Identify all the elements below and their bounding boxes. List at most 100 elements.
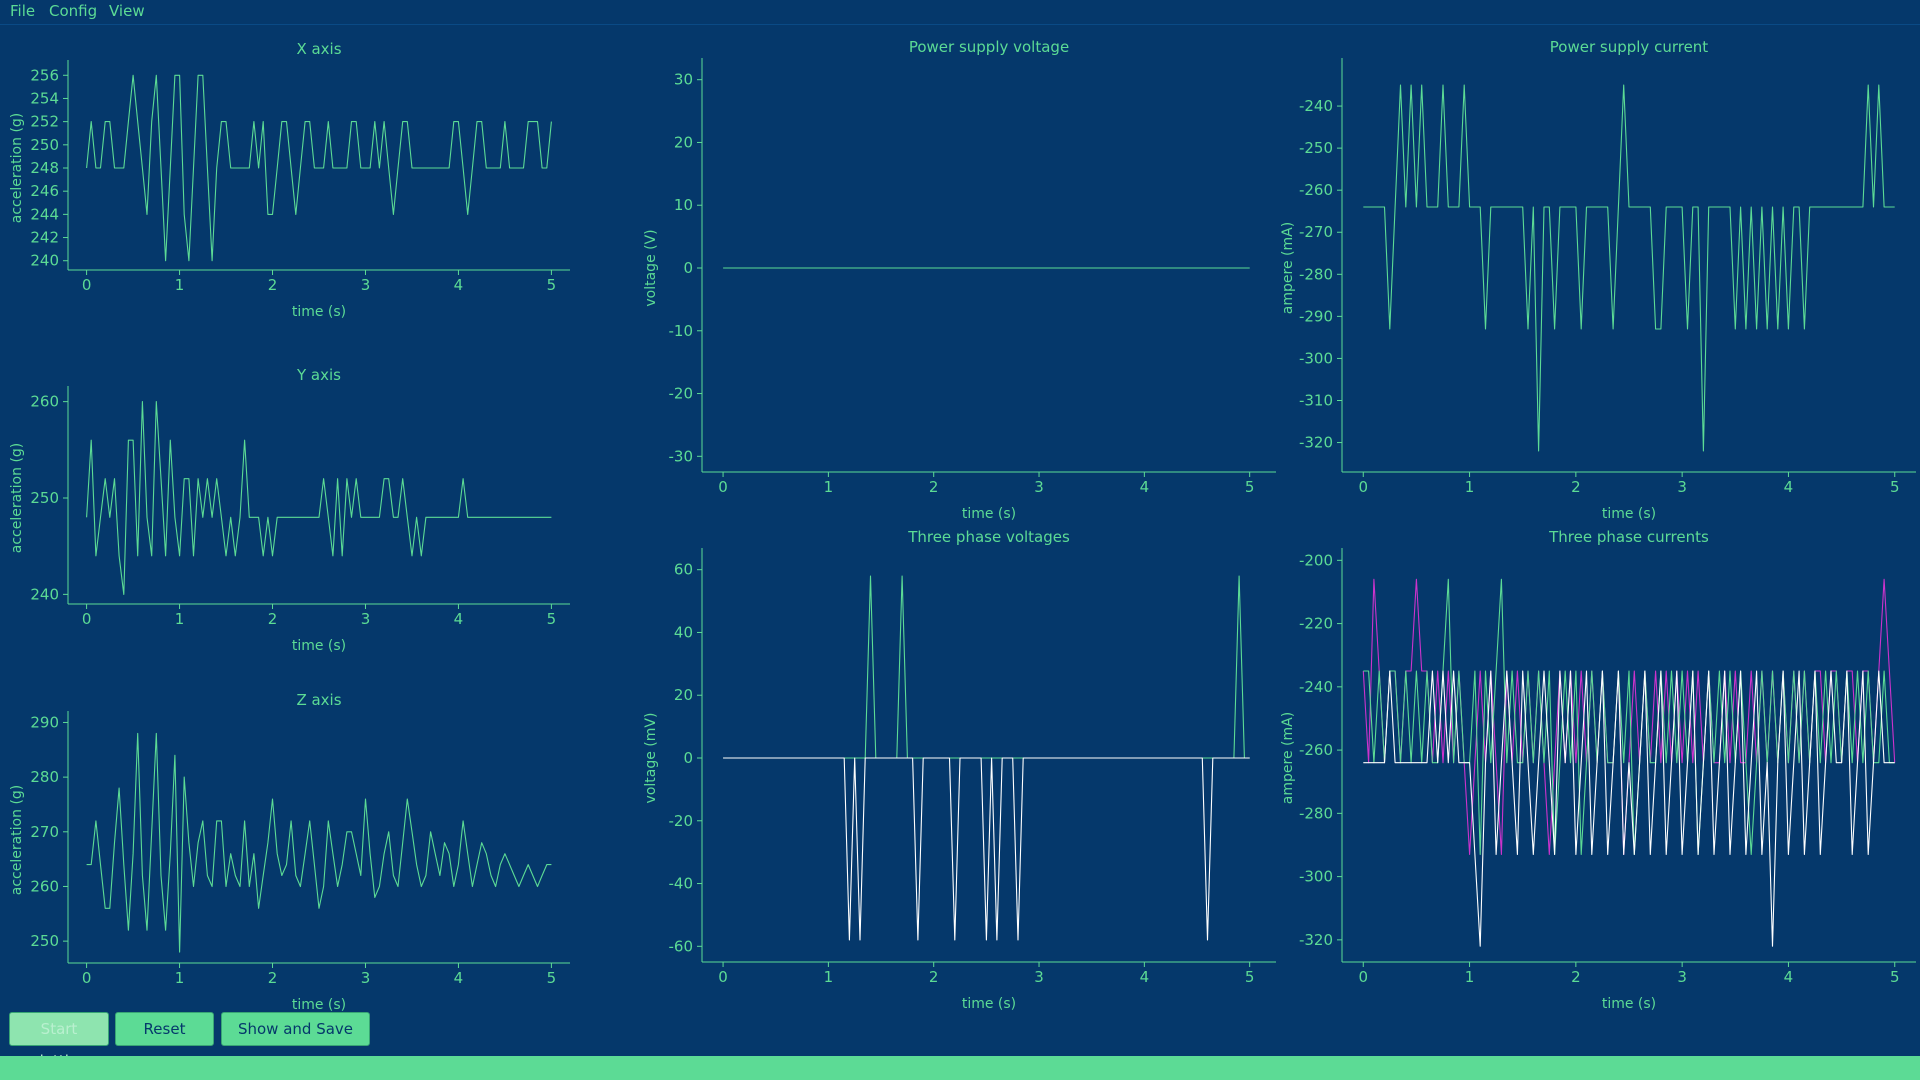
y-tick-label: -300 [1299, 349, 1333, 367]
series-line-0 [86, 74, 552, 262]
x-tick-label: 1 [824, 968, 834, 986]
x-tick-label: 0 [1358, 968, 1368, 986]
y-tick-label: -260 [1299, 741, 1333, 759]
y-tick-label: 242 [30, 229, 59, 247]
y-tick-label: -320 [1299, 434, 1333, 452]
y-tick-label: 250 [30, 932, 59, 950]
x-tick-label: 1 [175, 610, 185, 628]
x-tick-label: 3 [361, 276, 371, 294]
series-line-0 [86, 401, 552, 595]
x-tick-label: 2 [1571, 968, 1581, 986]
series-line-0 [723, 575, 1250, 759]
x-tick-label: 5 [547, 610, 557, 628]
chart-three-phase-currents: Three phase currents 0 1 2 3 4 5 -200 -220 -240 -2… [1280, 528, 1916, 1012]
y-tick-label: -40 [669, 875, 694, 893]
x-tick-label: 4 [454, 276, 464, 294]
menu-bar: File Config View [0, 0, 1920, 25]
reset-plotting-button[interactable]: Reset plotting [115, 1012, 214, 1070]
chart-title: Three phase voltages [907, 528, 1070, 546]
y-axis-label: voltage (mV) [643, 713, 659, 804]
series-line-0 [1362, 578, 1896, 856]
y-tick-label: -260 [1299, 181, 1333, 199]
x-tick-label: 3 [1034, 478, 1044, 496]
chart-y-axis: Y axis 0 1 2 3 4 5 240 250 260 time (s) acceleratio… [9, 366, 570, 654]
y-tick-label: -30 [669, 447, 694, 465]
x-tick-label: 0 [82, 969, 92, 987]
y-axis-label: acceleration (g) [9, 113, 25, 224]
y-tick-label: -220 [1299, 615, 1333, 633]
menu-file[interactable]: File [10, 2, 36, 20]
y-tick-label: 0 [683, 259, 693, 277]
y-tick-label: -300 [1299, 868, 1333, 886]
x-tick-label: 2 [929, 478, 939, 496]
y-tick-label: 252 [30, 113, 59, 131]
x-tick-label: 5 [1245, 478, 1255, 496]
x-tick-label: 3 [361, 610, 371, 628]
show-and-save-data-button[interactable]: Show and Save data [221, 1012, 370, 1070]
x-tick-label: 4 [454, 610, 464, 628]
x-axis-label: time (s) [962, 506, 1016, 522]
x-tick-label: 5 [547, 969, 557, 987]
y-tick-label: 290 [30, 713, 59, 731]
y-tick-label: 260 [30, 877, 59, 895]
x-tick-label: 1 [175, 276, 185, 294]
y-tick-label: -250 [1299, 139, 1333, 157]
series-line-1 [1363, 578, 1895, 856]
x-tick-label: 1 [824, 478, 834, 496]
x-tick-label: 4 [1140, 478, 1150, 496]
start-plotting-button[interactable]: Start plotting [9, 1012, 109, 1070]
y-tick-label: -240 [1299, 678, 1333, 696]
x-axis-label: time (s) [1602, 506, 1656, 522]
y-tick-label: 248 [30, 159, 59, 177]
x-axis-label: time (s) [962, 996, 1016, 1012]
series-line-2 [1363, 670, 1895, 947]
y-tick-label: -310 [1299, 391, 1333, 409]
x-tick-label: 3 [1677, 478, 1687, 496]
y-tick-label: 280 [30, 768, 59, 786]
x-tick-label: 0 [82, 276, 92, 294]
y-tick-label: 256 [30, 66, 59, 84]
x-tick-label: 5 [1890, 478, 1900, 496]
y-tick-label: 260 [30, 393, 59, 411]
y-tick-label: 270 [30, 823, 59, 841]
y-tick-label: 254 [30, 89, 59, 107]
chart-title: Three phase currents [1548, 528, 1709, 546]
y-tick-label: 240 [30, 252, 59, 270]
chart-title: X axis [296, 40, 341, 58]
chart-title: Z axis [296, 691, 341, 709]
x-axis-label: time (s) [292, 638, 346, 654]
chart-three-phase-voltages: Three phase voltages 0 1 2 3 4 5 60 40 20 0 -20 -40 -… [643, 528, 1276, 1012]
x-tick-label: 4 [1784, 478, 1794, 496]
y-tick-label: -270 [1299, 223, 1333, 241]
y-tick-label: 20 [674, 686, 693, 704]
y-axis-label: acceleration (g) [9, 443, 25, 554]
chart-power-supply-current: Power supply current 0 1 2 3 4 5 -240 -250 -260 -2… [1280, 38, 1916, 522]
y-axis-label: acceleration (g) [9, 785, 25, 896]
y-tick-label: 250 [30, 489, 59, 507]
x-tick-label: 2 [268, 969, 278, 987]
x-tick-label: 1 [1465, 968, 1475, 986]
y-tick-label: 20 [674, 133, 693, 151]
chart-title: Power supply voltage [909, 38, 1069, 56]
menu-config[interactable]: Config [49, 2, 98, 20]
y-tick-label: 40 [674, 623, 693, 641]
x-tick-label: 0 [1358, 478, 1368, 496]
series-line-0 [86, 732, 552, 953]
y-tick-label: 250 [30, 136, 59, 154]
y-tick-label: -60 [669, 937, 694, 955]
y-tick-label: 0 [683, 749, 693, 767]
x-tick-label: 1 [1465, 478, 1475, 496]
x-tick-label: 5 [1890, 968, 1900, 986]
x-tick-label: 3 [1034, 968, 1044, 986]
y-tick-label: -320 [1299, 931, 1333, 949]
x-tick-label: 3 [361, 969, 371, 987]
y-axis-label: ampere (mA) [1280, 222, 1296, 314]
x-tick-label: 4 [1140, 968, 1150, 986]
x-tick-label: 1 [175, 969, 185, 987]
menu-view[interactable]: View [109, 2, 145, 20]
y-tick-label: -290 [1299, 307, 1333, 325]
x-tick-label: 4 [1784, 968, 1794, 986]
x-tick-label: 2 [268, 610, 278, 628]
x-tick-label: 0 [718, 968, 728, 986]
y-tick-label: -280 [1299, 265, 1333, 283]
